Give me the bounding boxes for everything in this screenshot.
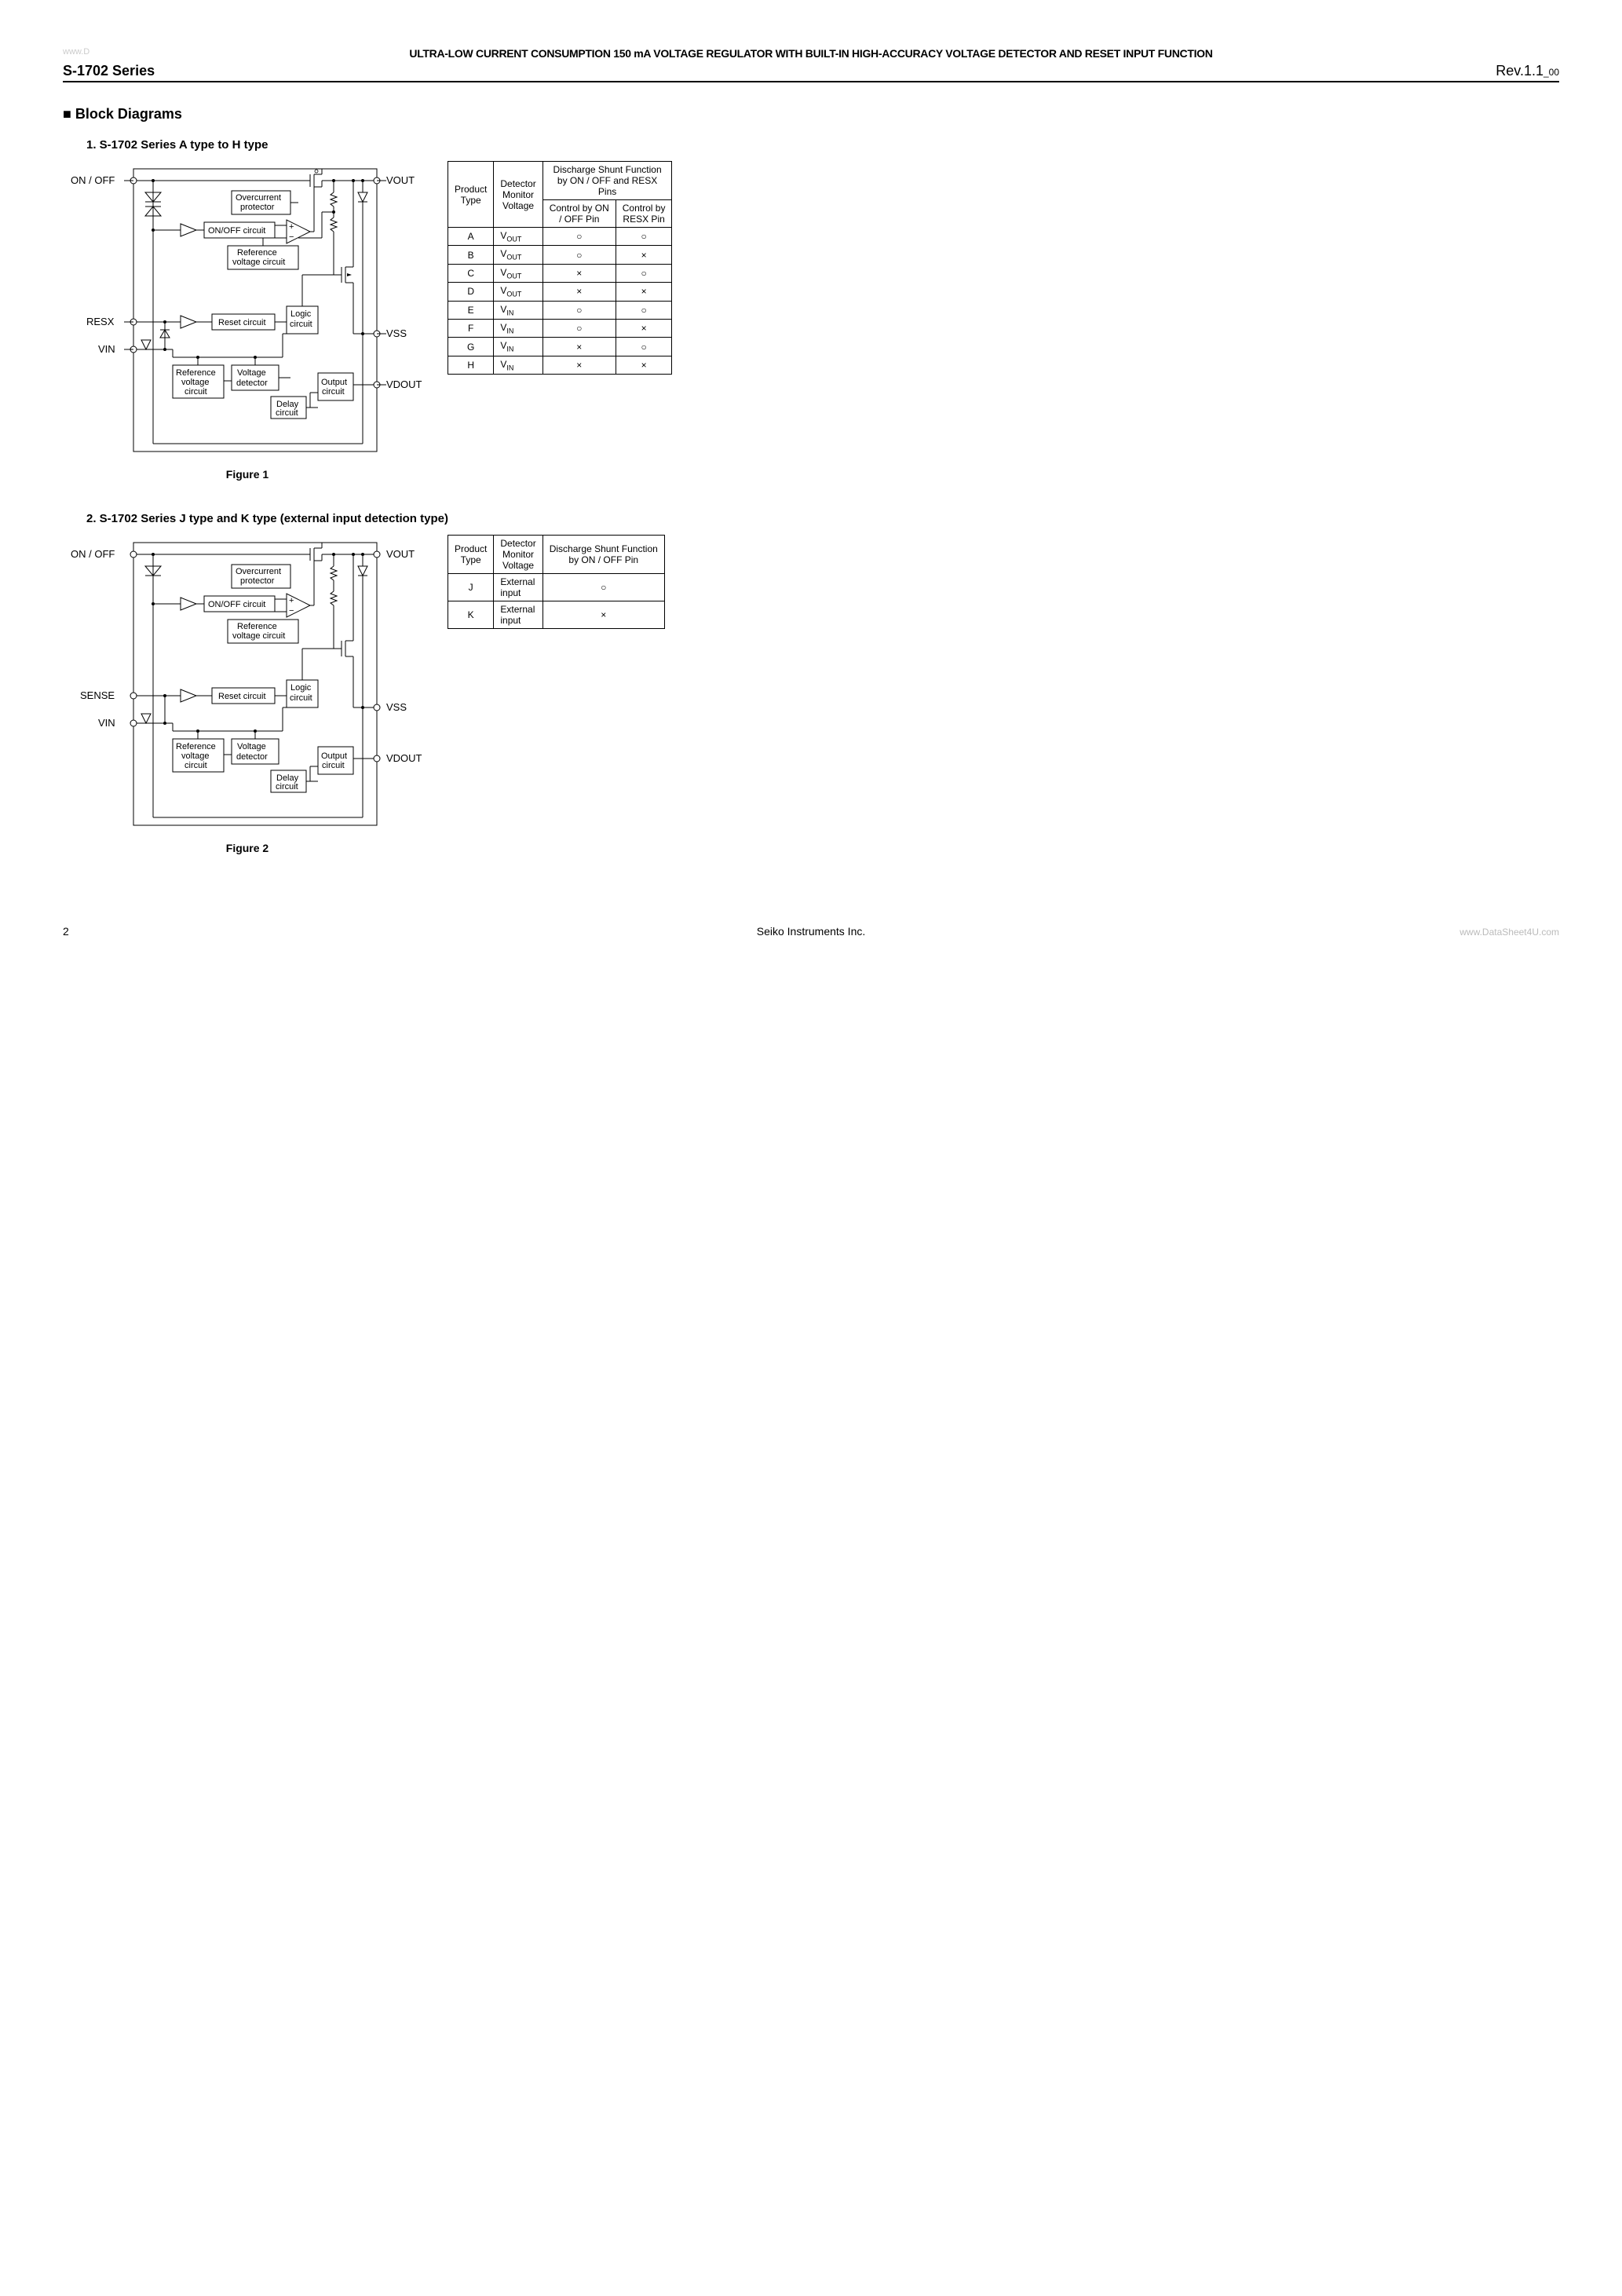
table-row: AVOUT○○ <box>448 228 672 246</box>
block-ref-voltage-2: Reference <box>176 368 216 378</box>
block-logic: Logic <box>290 309 312 319</box>
table-row: GVIN×○ <box>448 338 672 356</box>
svg-text:−: − <box>289 606 294 616</box>
table-1: ProductType DetectorMonitorVoltage Disch… <box>448 161 672 375</box>
table-row: EVIN○○ <box>448 301 672 319</box>
svg-text:detector: detector <box>236 378 268 388</box>
subsection-1-title: 1. S-1702 Series A type to H type <box>86 138 1559 152</box>
svg-text:Reset circuit: Reset circuit <box>218 692 266 701</box>
th-ctrl-onoff: Control by ON/ OFF Pin <box>542 200 616 228</box>
pin-vin-2: VIN <box>98 717 115 729</box>
th-monitor: DetectorMonitorVoltage <box>494 162 542 228</box>
svg-text:Reference: Reference <box>176 742 216 751</box>
th2-product-type: ProductType <box>448 536 494 574</box>
svg-text:circuit: circuit <box>276 408 298 418</box>
table-row: KExternalinput× <box>448 601 665 629</box>
watermark-top: www.D <box>63 47 90 57</box>
svg-text:ON/OFF circuit: ON/OFF circuit <box>208 600 265 609</box>
pin-resx: RESX <box>86 316 115 327</box>
pin-vdout-2: VDOUT <box>386 752 422 764</box>
block-onoff-circuit: ON/OFF circuit <box>208 226 265 236</box>
svg-text:voltage circuit: voltage circuit <box>232 631 285 641</box>
th-product-type: ProductType <box>448 162 494 228</box>
figure-2-caption: Figure 2 <box>63 842 432 854</box>
figure-1-diagram: ON / OFF RESX VIN VOUT VSS VDOUT <box>63 161 432 504</box>
svg-text:protector: protector <box>240 576 275 586</box>
table-row: BVOUT○× <box>448 246 672 264</box>
footer-watermark: www.DataSheet4U.com <box>1459 927 1559 938</box>
table-2: ProductType DetectorMonitorVoltage Disch… <box>448 535 665 629</box>
th-shunt: Discharge Shunt Functionby ON / OFF and … <box>542 162 672 200</box>
th-ctrl-resx: Control byRESX Pin <box>616 200 672 228</box>
series-label: S-1702 Series <box>63 63 155 79</box>
rev-suffix: _00 <box>1543 67 1559 78</box>
pin-vin: VIN <box>98 343 115 355</box>
table-row: DVOUT×× <box>448 283 672 301</box>
pin-onoff-2: ON / OFF <box>71 548 115 560</box>
page-number: 2 <box>63 925 69 938</box>
svg-text:+: + <box>289 596 294 605</box>
svg-text:+: + <box>289 222 294 232</box>
svg-text:Output: Output <box>321 751 347 761</box>
svg-text:−: − <box>289 232 294 242</box>
th2-shunt: Discharge Shunt Functionby ON / OFF Pin <box>542 536 664 574</box>
svg-text:circuit: circuit <box>290 320 312 329</box>
figure-1-caption: Figure 1 <box>63 468 432 481</box>
figure-2-row: ON / OFF SENSE VIN VOUT VSS VDOUT <box>63 535 1559 878</box>
svg-text:protector: protector <box>240 203 275 212</box>
subsection-2-title: 2. S-1702 Series J type and K type (exte… <box>86 512 1559 525</box>
pin-vout-2: VOUT <box>386 548 415 560</box>
block-reset: Reset circuit <box>218 318 266 327</box>
nmos-shunt <box>334 259 353 291</box>
block-overcurrent: Overcurrent <box>236 193 281 203</box>
pin-vss: VSS <box>386 327 407 339</box>
rev-label: Rev.1.1_00 <box>1496 63 1559 79</box>
svg-text:detector: detector <box>236 752 268 762</box>
svg-text:circuit: circuit <box>290 693 312 703</box>
rev-text: Rev.1.1 <box>1496 63 1543 79</box>
pin-onoff: ON / OFF <box>71 174 115 186</box>
esd-diodes-resx <box>160 320 170 349</box>
pin-sense: SENSE <box>80 689 115 701</box>
block-ref-voltage: Reference <box>237 248 277 258</box>
figure-2-diagram: ON / OFF SENSE VIN VOUT VSS VDOUT <box>63 535 432 878</box>
svg-text:Voltage: Voltage <box>237 742 266 751</box>
table-row: CVOUT×○ <box>448 264 672 282</box>
th2-monitor: DetectorMonitorVoltage <box>494 536 542 574</box>
svg-text:Logic: Logic <box>290 683 312 693</box>
table-row: HVIN×× <box>448 356 672 374</box>
figure-1-row: ON / OFF RESX VIN VOUT VSS VDOUT <box>63 161 1559 504</box>
footer-company: Seiko Instruments Inc. <box>757 925 866 938</box>
pin-vout: VOUT <box>386 174 415 186</box>
svg-text:Reference: Reference <box>237 622 277 631</box>
svg-text:circuit: circuit <box>322 761 345 770</box>
pin-vdout: VDOUT <box>386 378 422 390</box>
table-row: FVIN○× <box>448 319 672 337</box>
svg-text:voltage: voltage <box>181 378 209 387</box>
block-vdetector: Voltage <box>237 368 266 378</box>
svg-text:circuit: circuit <box>322 387 345 397</box>
pin-vss-2: VSS <box>386 701 407 713</box>
svg-text:voltage: voltage <box>181 751 209 761</box>
section-heading: Block Diagrams <box>63 106 1559 122</box>
svg-text:circuit: circuit <box>184 761 207 770</box>
svg-text:circuit: circuit <box>184 387 207 397</box>
page-footer: 2 Seiko Instruments Inc. www.DataSheet4U… <box>63 925 1559 938</box>
series-bar: S-1702 Series Rev.1.1_00 <box>63 63 1559 82</box>
svg-text:Overcurrent: Overcurrent <box>236 567 281 576</box>
block-output: Output <box>321 378 347 387</box>
svg-text:circuit: circuit <box>276 782 298 792</box>
doc-title: ULTRA-LOW CURRENT CONSUMPTION 150 mA VOL… <box>63 47 1559 60</box>
svg-text:voltage circuit: voltage circuit <box>232 258 285 267</box>
table-row: JExternalinput○ <box>448 574 665 601</box>
